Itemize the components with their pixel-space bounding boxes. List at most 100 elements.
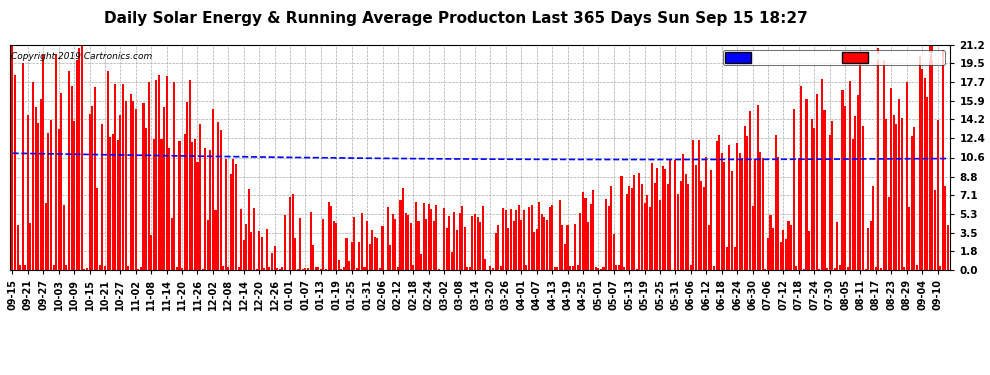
Bar xyxy=(448,216,450,270)
Bar xyxy=(623,267,625,270)
Bar xyxy=(376,238,378,270)
Bar xyxy=(495,233,497,270)
Bar xyxy=(940,266,941,270)
Bar xyxy=(438,269,441,270)
Bar xyxy=(423,204,425,270)
Bar xyxy=(919,56,921,270)
Bar xyxy=(444,208,446,270)
Bar xyxy=(515,210,517,270)
Bar xyxy=(186,102,188,270)
Bar xyxy=(304,268,307,270)
Bar xyxy=(428,204,430,270)
Bar xyxy=(510,209,512,270)
Bar xyxy=(867,228,869,270)
Bar xyxy=(130,94,132,270)
Bar xyxy=(368,244,370,270)
Bar xyxy=(561,225,563,270)
Bar xyxy=(846,267,848,270)
Bar xyxy=(641,184,644,270)
Bar xyxy=(346,238,347,270)
Bar xyxy=(196,162,199,270)
Bar xyxy=(564,244,566,270)
Bar xyxy=(533,232,536,270)
Bar xyxy=(674,160,676,270)
Bar xyxy=(289,197,291,270)
Bar xyxy=(73,121,75,270)
Bar xyxy=(133,101,135,270)
Bar xyxy=(48,134,50,270)
Bar xyxy=(711,170,713,270)
Bar xyxy=(371,230,373,270)
Bar xyxy=(99,265,101,270)
Bar xyxy=(338,260,340,270)
Bar xyxy=(862,126,864,270)
Bar xyxy=(824,110,826,270)
Bar xyxy=(541,213,543,270)
Bar xyxy=(17,225,19,270)
Bar xyxy=(143,103,145,270)
Bar xyxy=(571,266,573,270)
Bar xyxy=(315,267,317,270)
Bar xyxy=(330,206,332,270)
Bar xyxy=(176,267,178,270)
Bar xyxy=(50,120,52,270)
Bar xyxy=(669,160,671,270)
Bar xyxy=(621,176,623,270)
Bar xyxy=(520,220,523,270)
Bar xyxy=(877,48,879,270)
Bar xyxy=(819,268,821,270)
Bar xyxy=(911,136,913,270)
Bar xyxy=(191,142,193,270)
Bar xyxy=(502,208,504,270)
Bar xyxy=(127,266,129,270)
Bar xyxy=(716,141,718,270)
Bar xyxy=(705,157,707,270)
Bar xyxy=(387,207,389,270)
Bar xyxy=(62,205,65,270)
Bar xyxy=(165,76,167,270)
Bar xyxy=(916,265,918,270)
Bar xyxy=(492,268,494,270)
Bar xyxy=(629,186,631,270)
Bar xyxy=(260,237,262,270)
Bar xyxy=(731,171,733,270)
Bar xyxy=(125,101,127,270)
Bar xyxy=(579,213,581,270)
Bar xyxy=(70,86,72,270)
Bar xyxy=(173,82,175,270)
Bar xyxy=(597,267,599,270)
Bar xyxy=(574,224,576,270)
Bar xyxy=(518,205,520,270)
Bar xyxy=(307,268,309,270)
Bar xyxy=(336,224,338,270)
Bar xyxy=(276,268,278,270)
Bar xyxy=(577,265,579,270)
Bar xyxy=(243,240,245,270)
Bar xyxy=(869,221,872,270)
Bar xyxy=(924,78,926,270)
Bar xyxy=(690,266,692,270)
Bar xyxy=(626,194,628,270)
Bar xyxy=(450,252,452,270)
Bar xyxy=(842,90,843,270)
Bar xyxy=(325,269,327,270)
Bar xyxy=(222,266,224,270)
Bar xyxy=(618,265,620,270)
Bar xyxy=(666,184,669,270)
Bar xyxy=(471,216,473,270)
Bar xyxy=(806,99,808,270)
Bar xyxy=(890,88,892,270)
Bar xyxy=(399,200,402,270)
Bar xyxy=(895,124,898,270)
Bar xyxy=(114,84,116,270)
Bar xyxy=(410,223,412,270)
Bar xyxy=(25,265,27,270)
Bar xyxy=(81,46,83,270)
Bar xyxy=(392,214,394,270)
Bar xyxy=(803,268,805,270)
Bar xyxy=(608,206,610,270)
Bar xyxy=(703,187,705,270)
Bar xyxy=(616,265,618,270)
Bar xyxy=(787,221,790,270)
Bar xyxy=(431,209,433,270)
